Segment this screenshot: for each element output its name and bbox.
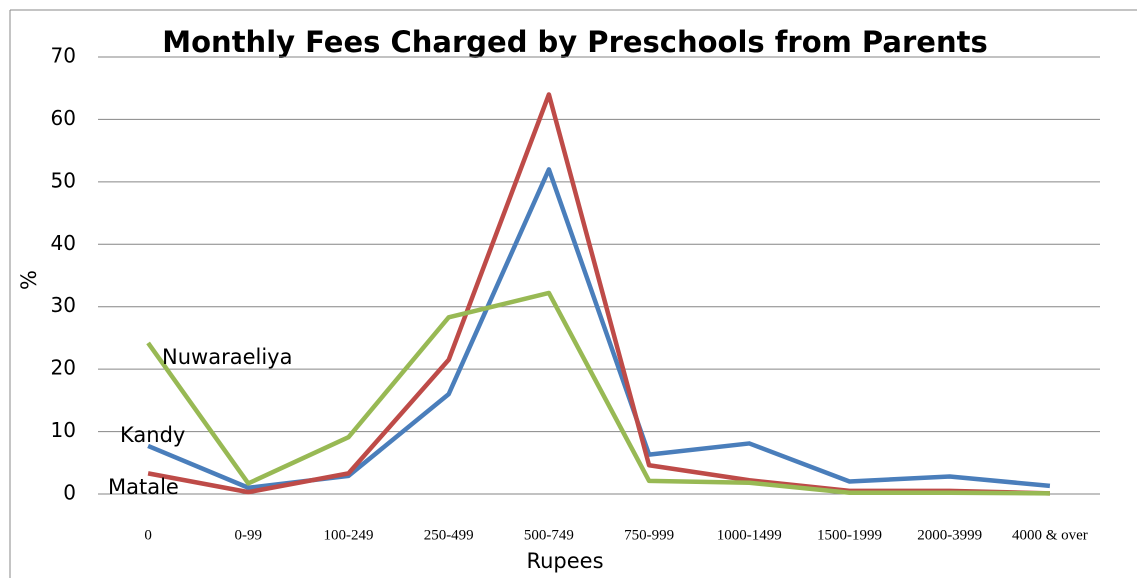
x-tick-label: 1000-1499 [717, 527, 782, 543]
x-tick-label: 500-749 [524, 527, 574, 543]
y-tick-label: 60 [51, 106, 76, 130]
chart-title: Monthly Fees Charged by Preschools from … [162, 25, 987, 59]
series-label: Matale [108, 475, 179, 499]
series-label: Nuwaraeliya [162, 345, 292, 369]
x-tick-label: 0 [144, 527, 152, 543]
series-line [146, 290, 1050, 496]
y-tick-label: 10 [51, 418, 76, 442]
x-tick-label: 250-499 [424, 527, 474, 543]
y-axis-label: % [17, 270, 41, 290]
x-tick-label: 2000-3999 [917, 527, 982, 543]
x-tick-label: 0-99 [235, 527, 263, 543]
x-tick-label: 750-999 [624, 527, 674, 543]
series-line [147, 167, 1051, 491]
y-tick-label: 20 [51, 356, 76, 380]
y-tick-label: 40 [51, 231, 76, 255]
y-tick-label: 0 [63, 481, 76, 505]
series-label: Kandy [120, 423, 185, 447]
y-tick-label: 70 [51, 44, 76, 68]
y-tick-label: 30 [51, 293, 76, 317]
x-tick-label: 100-249 [324, 527, 374, 543]
x-tick-label: 4000 & over [1012, 527, 1088, 543]
x-axis-label: Rupees [526, 549, 603, 573]
x-tick-label: 1500-1999 [817, 527, 882, 543]
y-tick-label: 50 [51, 168, 76, 192]
series-line [147, 92, 1050, 496]
